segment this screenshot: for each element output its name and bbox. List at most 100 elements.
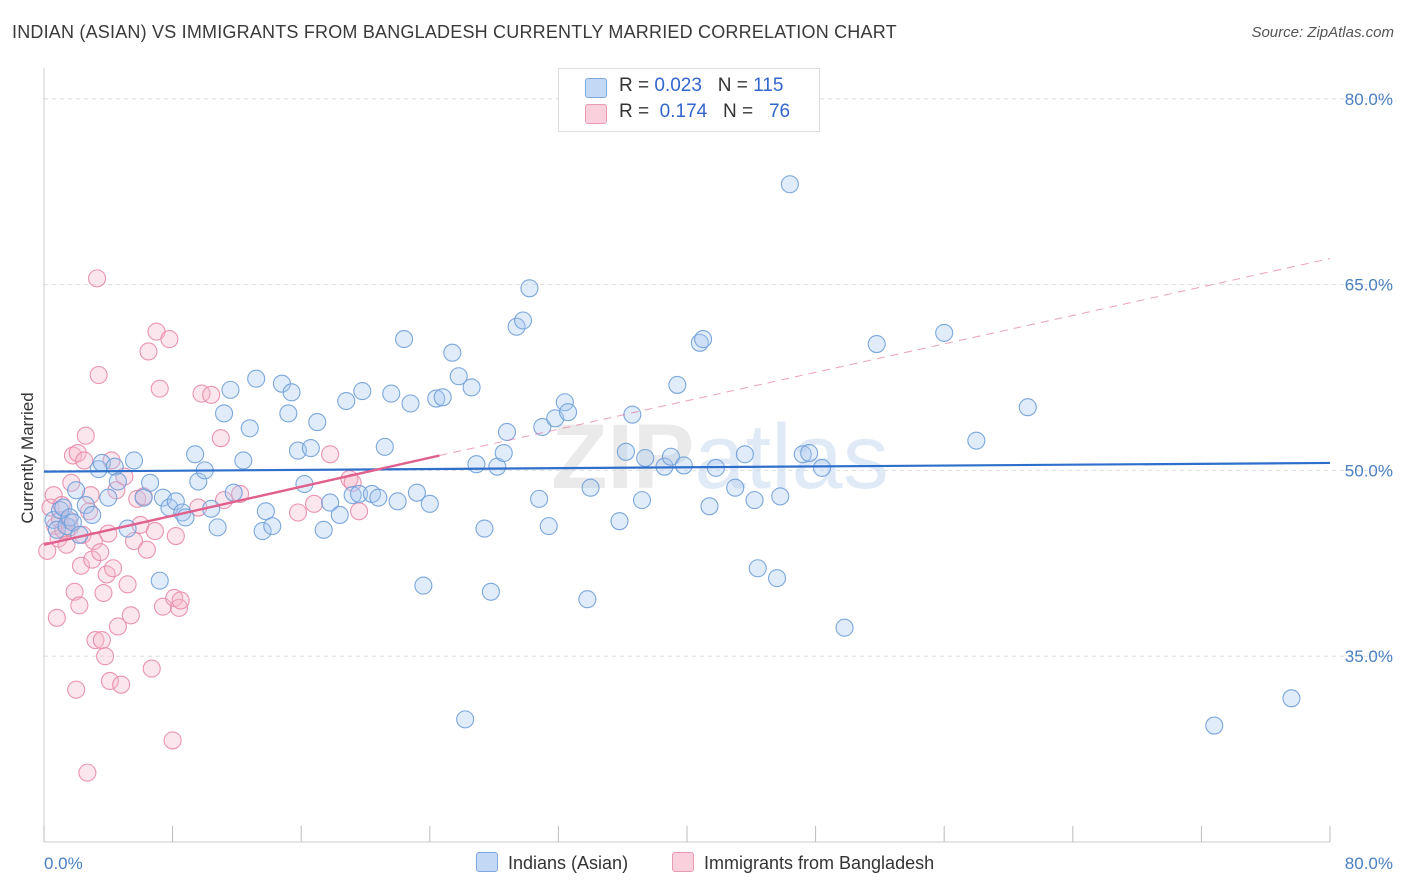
point-bangladesh xyxy=(163,731,182,750)
point-indians xyxy=(301,439,320,458)
point-indians xyxy=(539,517,558,536)
point-indians xyxy=(247,369,266,388)
point-indians xyxy=(382,384,401,403)
point-bangladesh xyxy=(169,598,189,617)
point-indians xyxy=(661,447,680,466)
point-indians xyxy=(694,330,713,349)
legend-swatch-indians xyxy=(585,78,607,98)
point-indians xyxy=(141,473,160,492)
point-bangladesh xyxy=(166,526,185,546)
point-indians xyxy=(166,492,185,511)
point-indians xyxy=(350,484,369,503)
series-indians-points xyxy=(44,175,1301,735)
point-indians xyxy=(726,478,745,497)
point-bangladesh xyxy=(96,647,115,666)
point-indians xyxy=(314,520,333,539)
legend-r-label: R = xyxy=(619,75,655,96)
x-tick-label-max: 80.0% xyxy=(1345,854,1393,873)
point-bangladesh xyxy=(71,556,91,575)
point-indians xyxy=(150,571,169,590)
point-bangladesh xyxy=(211,429,230,448)
point-bangladesh xyxy=(321,445,340,464)
point-bangladesh xyxy=(288,503,308,522)
point-indians xyxy=(105,457,124,476)
point-indians xyxy=(748,559,767,578)
point-indians xyxy=(253,522,272,541)
point-indians xyxy=(636,448,655,468)
point-indians xyxy=(1018,398,1037,417)
point-indians xyxy=(520,279,539,298)
point-indians xyxy=(497,422,517,442)
point-indians xyxy=(263,517,282,536)
point-indians xyxy=(632,491,652,510)
point-indians xyxy=(1282,689,1301,708)
point-indians xyxy=(282,383,301,402)
source-label: Source: ZipAtlas.com xyxy=(1251,24,1394,41)
point-bangladesh xyxy=(65,582,84,601)
point-bangladesh xyxy=(100,671,119,691)
point-indians xyxy=(330,505,349,525)
trend-line-bangladesh xyxy=(43,454,440,546)
bottom-legend-label-indians: Indians (Asian) xyxy=(508,853,629,873)
point-bangladesh xyxy=(68,443,87,463)
point-indians xyxy=(610,512,629,531)
point-indians xyxy=(414,576,433,595)
point-indians xyxy=(767,569,787,588)
point-bangladesh xyxy=(75,451,94,470)
point-indians xyxy=(221,380,240,399)
point-indians xyxy=(835,618,854,637)
point-indians xyxy=(558,403,578,422)
point-bangladesh xyxy=(192,384,211,403)
point-indians xyxy=(83,505,102,525)
point-indians xyxy=(186,445,205,464)
y-tick-label: 35.0% xyxy=(1345,647,1393,666)
point-indians xyxy=(735,445,754,464)
y-axis-title: Currently Married xyxy=(18,392,37,523)
point-indians xyxy=(623,405,642,424)
point-indians xyxy=(780,175,799,194)
point-indians xyxy=(208,518,227,537)
point-bangladesh xyxy=(142,659,161,678)
legend-r-value: 0.023 xyxy=(654,75,702,96)
point-indians xyxy=(555,393,574,412)
point-indians xyxy=(771,487,790,506)
point-bangladesh xyxy=(231,484,250,503)
legend-n-label: N = xyxy=(717,75,754,96)
chart-title: INDIAN (ASIAN) VS IMMIGRANTS FROM BANGLA… xyxy=(12,22,897,42)
point-bangladesh xyxy=(305,494,324,513)
point-indians xyxy=(343,486,362,505)
point-bangladesh xyxy=(112,675,131,694)
point-indians xyxy=(124,451,144,470)
point-indians xyxy=(47,520,66,539)
point-indians xyxy=(449,367,468,386)
point-indians xyxy=(234,451,253,470)
point-bangladesh xyxy=(63,446,82,465)
point-indians xyxy=(456,710,475,729)
point-indians xyxy=(308,413,327,432)
point-bangladesh xyxy=(67,680,86,699)
point-bangladesh xyxy=(137,540,156,559)
point-bangladesh xyxy=(70,596,89,615)
y-tick-label: 50.0% xyxy=(1345,461,1393,480)
point-bangladesh xyxy=(118,575,137,594)
point-indians xyxy=(279,404,298,423)
point-indians xyxy=(935,323,954,342)
point-indians xyxy=(578,590,597,609)
point-indians xyxy=(214,404,234,423)
point-indians xyxy=(420,494,439,513)
point-indians xyxy=(118,519,137,538)
point-indians xyxy=(60,508,79,527)
point-bangladesh xyxy=(139,342,158,361)
point-indians xyxy=(530,489,549,508)
point-indians xyxy=(616,442,635,461)
point-bangladesh xyxy=(160,330,179,349)
point-indians xyxy=(674,456,693,475)
point-bangladesh xyxy=(145,522,164,541)
point-bangladesh xyxy=(121,606,140,625)
watermark: ZIPatlas xyxy=(551,406,888,508)
bottom-legend-label-bangladesh: Immigrants from Bangladesh xyxy=(704,853,935,873)
point-bangladesh xyxy=(350,502,369,521)
point-bangladesh xyxy=(76,426,95,445)
bottom-legend-bangladesh: Immigrants from Bangladesh xyxy=(672,852,934,874)
